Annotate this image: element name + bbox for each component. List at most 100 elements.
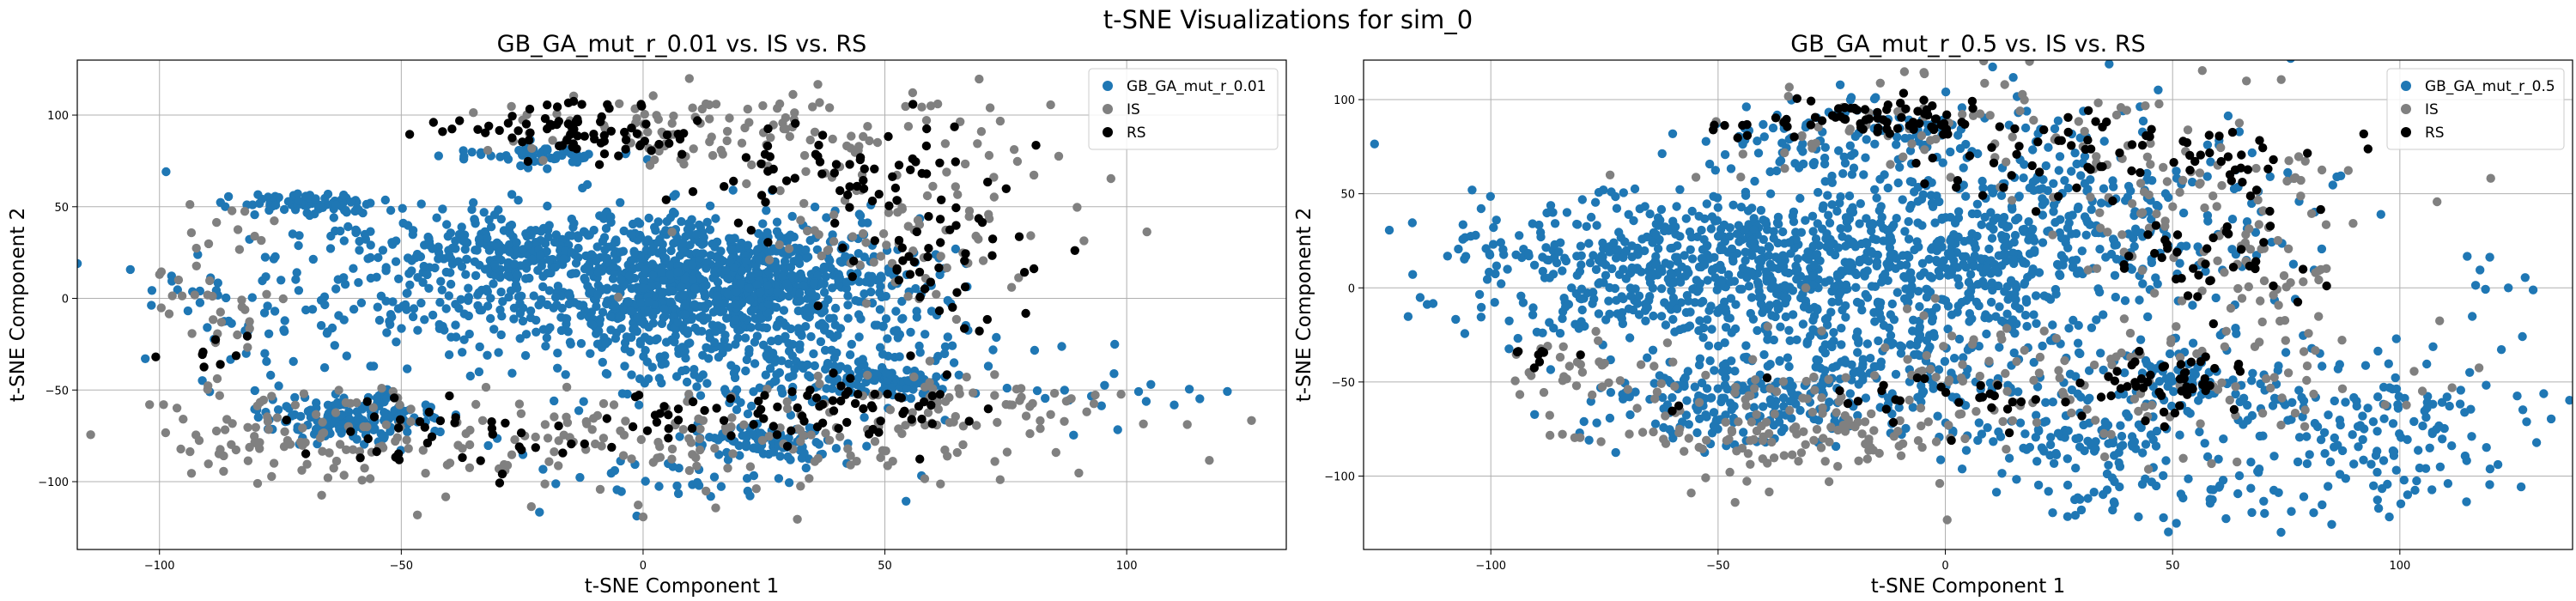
data-point [2021, 294, 2031, 304]
data-point [726, 431, 736, 440]
data-point [1796, 143, 1806, 154]
data-point [531, 432, 540, 442]
data-point [386, 205, 396, 216]
data-point [567, 214, 576, 224]
data-point [1838, 169, 1848, 179]
data-point [848, 232, 858, 241]
data-point [1686, 245, 1695, 254]
data-point [1616, 311, 1625, 321]
data-point [2136, 335, 2146, 344]
data-point [1959, 259, 1968, 269]
data-point [1837, 340, 1846, 349]
data-point [532, 315, 541, 325]
data-point [750, 337, 760, 347]
data-point [1702, 199, 1712, 209]
data-point [718, 306, 728, 316]
data-point [711, 100, 721, 109]
data-point [446, 268, 455, 277]
data-point [2075, 442, 2085, 452]
data-point [1866, 354, 1875, 363]
data-point [659, 252, 669, 262]
data-point [775, 240, 784, 250]
data-point [1619, 264, 1628, 274]
data-point [474, 288, 483, 297]
data-point [662, 130, 672, 140]
data-point [512, 238, 521, 247]
data-point [418, 446, 428, 455]
data-point [1924, 254, 1934, 264]
data-point [793, 254, 804, 264]
data-point [679, 290, 689, 300]
data-point [749, 420, 758, 429]
data-point [1873, 250, 1882, 260]
data-point [1656, 284, 1667, 294]
data-point [279, 204, 289, 215]
data-point [1613, 245, 1623, 254]
data-point [2396, 499, 2406, 508]
data-point [1892, 140, 1901, 149]
data-point [686, 438, 696, 447]
data-point [1965, 270, 1976, 279]
data-point [1558, 313, 1567, 324]
data-point [628, 422, 638, 432]
data-point [621, 416, 630, 426]
data-point [1972, 209, 1982, 219]
data-point [842, 141, 852, 151]
data-point [1001, 184, 1012, 193]
data-point [507, 112, 517, 121]
data-point [628, 219, 638, 229]
data-point [1723, 270, 1734, 280]
data-point [403, 427, 412, 437]
data-point [796, 295, 805, 305]
data-point [579, 397, 588, 406]
data-point [761, 197, 770, 207]
data-point [2438, 434, 2447, 444]
data-point [1025, 402, 1035, 411]
data-point [1764, 251, 1774, 260]
data-point [1737, 284, 1747, 294]
data-point [1819, 201, 1828, 210]
data-point [1735, 237, 1744, 246]
data-point [2087, 204, 2096, 215]
data-point [311, 410, 321, 419]
data-point [1759, 402, 1768, 411]
data-point [902, 366, 912, 375]
data-point [1719, 393, 1729, 403]
data-point [1833, 243, 1844, 252]
data-point [1843, 264, 1852, 274]
data-point [237, 295, 246, 305]
data-point [1861, 393, 1871, 403]
data-point [1109, 369, 1119, 379]
data-point [1247, 416, 1256, 425]
data-point [772, 287, 782, 297]
data-point [1773, 212, 1783, 222]
data-point [222, 293, 231, 303]
data-point [1051, 447, 1061, 458]
data-point [949, 417, 958, 427]
data-point [675, 134, 685, 144]
data-point [243, 343, 252, 352]
data-point [828, 396, 838, 405]
data-point [1651, 252, 1661, 261]
data-point [661, 195, 671, 204]
data-point [1738, 263, 1747, 273]
data-point [971, 231, 981, 241]
data-point [857, 218, 867, 228]
data-point [1741, 256, 1750, 265]
data-point [1777, 258, 1786, 267]
data-point [1906, 274, 1916, 283]
data-point [495, 125, 504, 136]
data-point [2008, 255, 2018, 264]
data-point [1991, 312, 2001, 321]
data-point [2040, 197, 2050, 207]
data-point [1845, 141, 1855, 150]
data-point [1868, 219, 1877, 228]
data-point [380, 195, 390, 205]
data-point [1768, 123, 1778, 133]
data-point [173, 275, 184, 285]
data-point [553, 363, 562, 373]
data-point [1904, 234, 1914, 244]
data-point [336, 226, 345, 236]
data-point [1443, 252, 1453, 261]
